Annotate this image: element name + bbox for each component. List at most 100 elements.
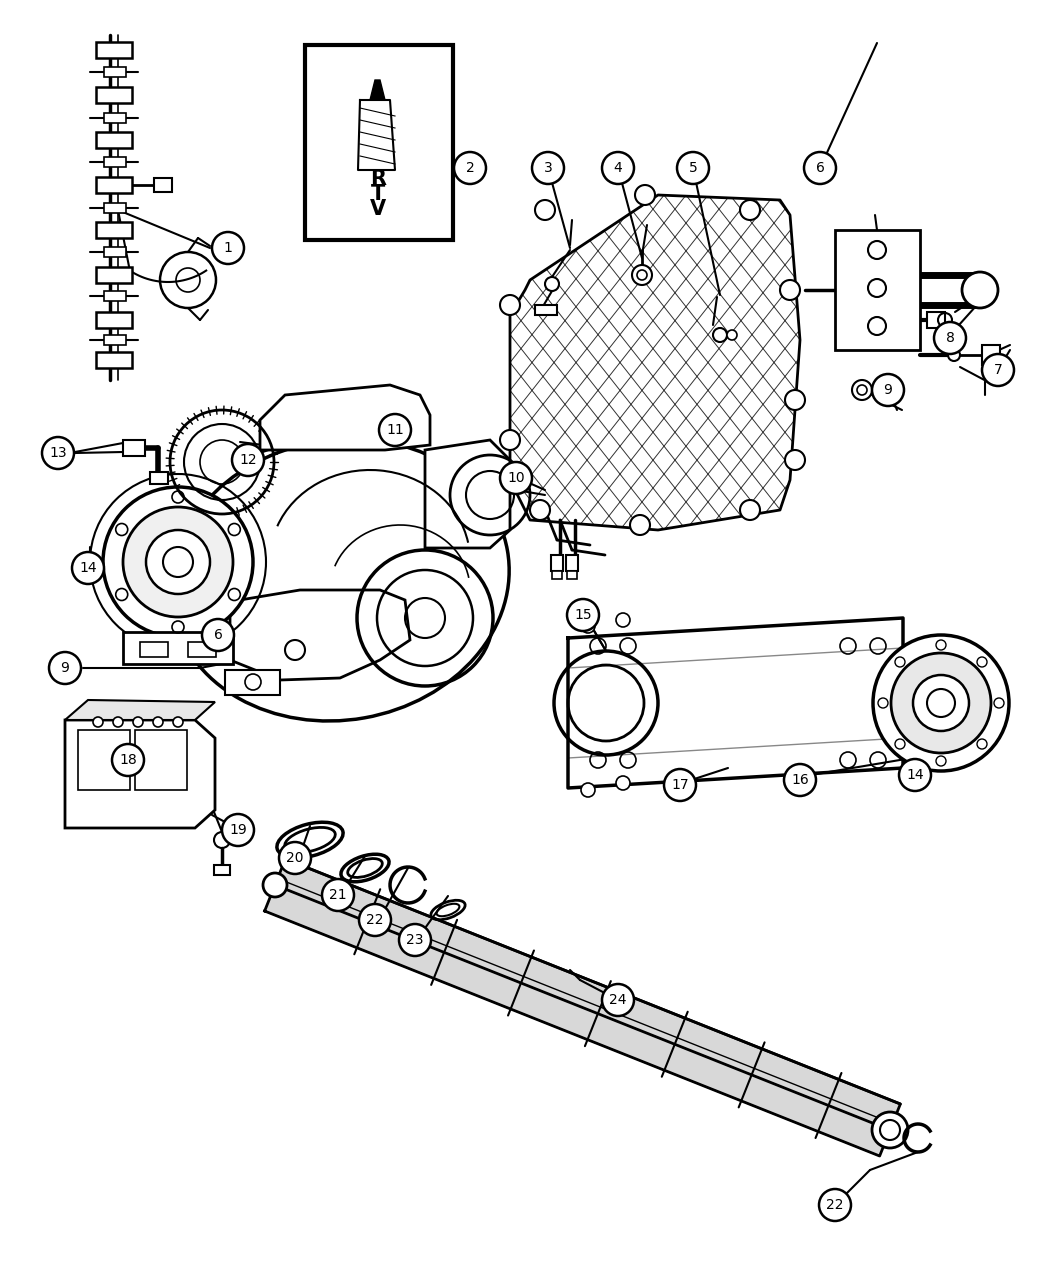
Circle shape	[713, 328, 727, 342]
Circle shape	[880, 1119, 900, 1140]
Circle shape	[232, 444, 264, 476]
Circle shape	[914, 674, 969, 731]
Bar	[552, 571, 562, 579]
Circle shape	[500, 462, 532, 493]
Circle shape	[616, 776, 630, 790]
Bar	[536, 305, 556, 315]
Circle shape	[454, 152, 486, 184]
Bar	[104, 113, 126, 122]
Polygon shape	[65, 720, 215, 827]
Bar	[96, 222, 132, 238]
Circle shape	[872, 374, 904, 405]
Circle shape	[630, 515, 650, 536]
Bar	[104, 335, 126, 346]
Text: 19: 19	[229, 822, 247, 836]
Text: 1: 1	[224, 241, 232, 255]
Circle shape	[322, 878, 354, 912]
Circle shape	[173, 717, 183, 727]
Circle shape	[819, 1190, 850, 1221]
Circle shape	[536, 200, 555, 221]
Text: 15: 15	[574, 608, 592, 622]
Bar	[835, 230, 920, 351]
Circle shape	[948, 349, 960, 361]
Text: 14: 14	[906, 768, 924, 782]
Circle shape	[42, 437, 74, 469]
Circle shape	[581, 618, 595, 632]
Circle shape	[113, 717, 123, 727]
Text: 10: 10	[507, 470, 525, 484]
Circle shape	[93, 717, 103, 727]
Bar	[214, 864, 230, 875]
Polygon shape	[425, 440, 510, 548]
Bar	[123, 632, 233, 664]
Circle shape	[637, 270, 647, 280]
Text: 3: 3	[544, 161, 552, 175]
Bar	[104, 157, 126, 167]
Bar	[104, 247, 126, 258]
Circle shape	[359, 904, 391, 936]
Circle shape	[785, 450, 805, 470]
Bar	[78, 731, 130, 790]
Circle shape	[112, 745, 144, 776]
Text: T: T	[371, 184, 385, 204]
Circle shape	[530, 500, 550, 520]
Bar	[304, 45, 453, 240]
Circle shape	[153, 717, 163, 727]
Circle shape	[123, 507, 233, 617]
Bar	[123, 440, 145, 456]
Bar	[135, 731, 187, 790]
Circle shape	[982, 354, 1014, 386]
Bar	[96, 266, 132, 283]
Bar	[188, 643, 216, 657]
Circle shape	[212, 232, 244, 264]
Circle shape	[616, 613, 630, 627]
Bar	[225, 669, 280, 695]
Bar	[96, 87, 132, 103]
Circle shape	[49, 652, 81, 683]
Polygon shape	[260, 385, 430, 450]
Text: 17: 17	[671, 778, 689, 792]
Text: 8: 8	[946, 332, 954, 346]
Bar	[551, 555, 563, 571]
Circle shape	[545, 277, 559, 291]
Bar	[982, 346, 1000, 365]
Circle shape	[780, 280, 800, 300]
Bar	[150, 472, 168, 484]
Circle shape	[500, 295, 520, 315]
Text: 21: 21	[330, 887, 346, 901]
Circle shape	[262, 873, 287, 898]
Circle shape	[785, 390, 805, 411]
Text: 16: 16	[791, 773, 808, 787]
Text: 24: 24	[609, 993, 627, 1007]
Text: 23: 23	[406, 933, 424, 947]
Circle shape	[146, 530, 210, 594]
Circle shape	[934, 323, 966, 354]
Bar	[96, 312, 132, 328]
Text: 22: 22	[826, 1198, 844, 1213]
Text: 9: 9	[61, 660, 69, 674]
Polygon shape	[370, 80, 385, 99]
Text: V: V	[370, 199, 386, 219]
Circle shape	[872, 1112, 908, 1148]
Text: 9: 9	[883, 382, 892, 397]
Bar	[927, 312, 945, 328]
Circle shape	[664, 769, 696, 801]
Polygon shape	[230, 590, 410, 680]
Circle shape	[379, 414, 411, 446]
Bar	[140, 643, 168, 657]
Polygon shape	[65, 700, 215, 720]
Circle shape	[740, 500, 760, 520]
Circle shape	[962, 272, 998, 309]
Polygon shape	[510, 195, 800, 530]
Bar	[96, 177, 132, 193]
Circle shape	[635, 185, 655, 205]
Bar	[567, 571, 578, 579]
Text: R: R	[370, 170, 386, 189]
Circle shape	[500, 430, 520, 450]
Bar	[96, 352, 132, 368]
Circle shape	[163, 547, 193, 578]
Circle shape	[804, 152, 836, 184]
Circle shape	[567, 599, 598, 631]
Text: 6: 6	[213, 629, 223, 643]
Circle shape	[727, 330, 737, 340]
